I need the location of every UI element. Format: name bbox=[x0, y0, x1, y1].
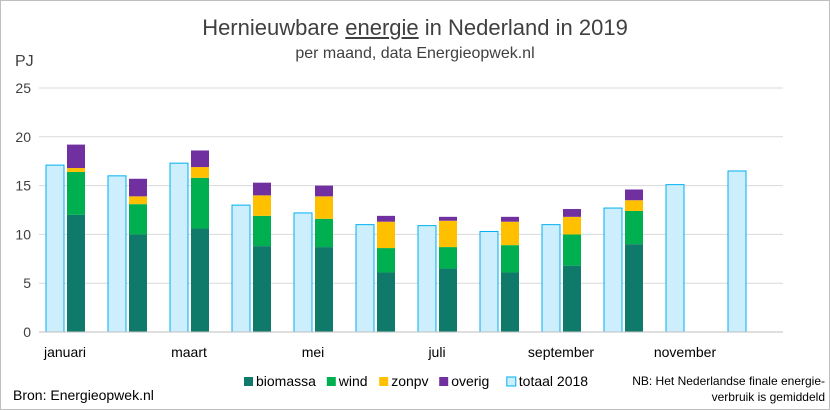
y-tick-label: 5 bbox=[23, 275, 31, 291]
bar-overig bbox=[563, 209, 581, 217]
bar-wind bbox=[501, 245, 519, 273]
x-tick-label: maart bbox=[171, 344, 207, 360]
bar-wind bbox=[439, 247, 457, 269]
bar-zonpv bbox=[129, 196, 147, 205]
bar-totaal-2018 bbox=[293, 212, 313, 333]
bar-overig bbox=[625, 189, 643, 201]
y-axis-label: PJ bbox=[15, 53, 34, 70]
bar-zonpv bbox=[625, 200, 643, 211]
note-text: NB: Het Nederlandse finale energie- verb… bbox=[632, 374, 825, 404]
chart-subtitle: per maand, data Energieopwek.nl bbox=[295, 45, 535, 62]
bar-overig bbox=[191, 150, 209, 168]
bar-biomassa bbox=[129, 234, 147, 332]
bar-totaal-2018 bbox=[665, 184, 685, 333]
bar-zonpv bbox=[315, 196, 333, 219]
bar-biomassa bbox=[315, 247, 333, 332]
bar-overig bbox=[315, 185, 333, 197]
bar-wind bbox=[253, 215, 271, 247]
bar-totaal-2018 bbox=[603, 207, 623, 333]
bar-totaal-2018 bbox=[231, 204, 251, 333]
x-tick-label: januari bbox=[43, 344, 86, 360]
bar-overig bbox=[501, 216, 519, 222]
bar-biomassa bbox=[67, 214, 85, 332]
bar-totaal-2018 bbox=[417, 225, 437, 333]
y-tick-label: 0 bbox=[23, 324, 31, 340]
legend-label: overig bbox=[451, 373, 489, 389]
x-tick-label: november bbox=[654, 344, 717, 360]
bar-biomassa bbox=[625, 244, 643, 332]
bar-totaal-2018 bbox=[45, 164, 65, 333]
legend-swatch bbox=[379, 377, 389, 386]
bar-zonpv bbox=[501, 221, 519, 246]
legend-swatch bbox=[506, 376, 517, 387]
bar-biomassa bbox=[501, 272, 519, 332]
legend-swatch bbox=[439, 377, 449, 386]
bar-totaal-2018 bbox=[107, 175, 127, 333]
x-tick-label: september bbox=[528, 344, 594, 360]
bar-overig bbox=[67, 144, 85, 169]
bar-totaal-2018 bbox=[355, 224, 375, 333]
bar-zonpv bbox=[67, 168, 85, 172]
bar-biomassa bbox=[563, 265, 581, 332]
y-tick-label: 20 bbox=[15, 129, 31, 145]
bar-wind bbox=[563, 234, 581, 266]
bar-biomassa bbox=[191, 228, 209, 332]
x-tick-label: mei bbox=[302, 344, 325, 360]
bar-zonpv bbox=[439, 220, 457, 248]
bar-biomassa bbox=[253, 246, 271, 332]
bar-overig bbox=[377, 215, 395, 222]
bar-overig bbox=[439, 216, 457, 221]
bar-wind bbox=[191, 177, 209, 229]
bar-totaal-2018 bbox=[169, 162, 189, 333]
bar-wind bbox=[315, 218, 333, 248]
x-tick-label: juli bbox=[427, 344, 445, 360]
bar-wind bbox=[625, 210, 643, 245]
bar-biomassa bbox=[377, 272, 395, 332]
bar-overig bbox=[129, 178, 147, 197]
bar-zonpv bbox=[377, 221, 395, 249]
bar-overig bbox=[253, 182, 271, 196]
bar-biomassa bbox=[439, 268, 457, 332]
legend-label: zonpv bbox=[391, 373, 428, 389]
bar-wind bbox=[129, 204, 147, 235]
legend-label: biomassa bbox=[256, 373, 316, 389]
bar-totaal-2018 bbox=[479, 230, 499, 333]
bar-totaal-2018 bbox=[727, 170, 747, 333]
legend-swatch bbox=[326, 377, 336, 386]
y-tick-label: 15 bbox=[15, 178, 31, 194]
bar-zonpv bbox=[191, 167, 209, 178]
legend-label: wind bbox=[338, 373, 368, 389]
bar-wind bbox=[377, 248, 395, 273]
y-tick-label: 25 bbox=[15, 80, 31, 96]
bar-wind bbox=[67, 171, 85, 215]
bar-zonpv bbox=[253, 195, 271, 216]
source-text: Bron: Energieopwek.nl bbox=[13, 387, 154, 403]
chart-title-underlined: energie bbox=[345, 15, 419, 40]
legend-label: totaal 2018 bbox=[519, 373, 588, 389]
legend-swatch bbox=[244, 377, 253, 386]
bar-totaal-2018 bbox=[541, 224, 561, 333]
bar-zonpv bbox=[563, 216, 581, 235]
y-tick-label: 10 bbox=[15, 226, 31, 242]
chart-title: Hernieuwbare energie in Nederland in 201… bbox=[202, 15, 628, 40]
